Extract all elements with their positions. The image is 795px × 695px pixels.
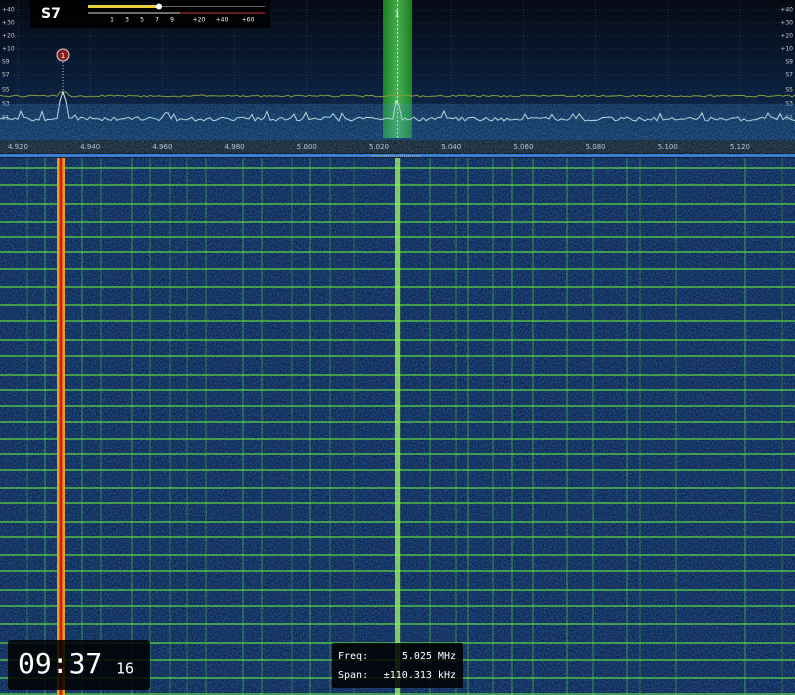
level-label: S5 bbox=[2, 87, 10, 94]
divider bbox=[0, 154, 795, 157]
level-label: +40 bbox=[2, 7, 15, 14]
average-trace bbox=[0, 91, 795, 98]
level-label: S1 bbox=[2, 115, 10, 122]
level-label-right: S9 bbox=[785, 59, 793, 66]
meter-scale-label: 7 bbox=[155, 17, 159, 24]
level-label-right: +40 bbox=[780, 7, 793, 14]
level-label: +20 bbox=[2, 33, 15, 40]
level-label-right: S7 bbox=[785, 72, 793, 79]
freq-label: 4.960 bbox=[152, 143, 172, 151]
tuned-carrier bbox=[395, 158, 400, 695]
meter-scale-label: 1 bbox=[110, 17, 114, 24]
freq-axis-bg bbox=[0, 140, 795, 153]
freq-label: 4.940 bbox=[80, 143, 100, 151]
strong-carrier-core bbox=[59, 158, 63, 695]
freq-label: 5.060 bbox=[513, 143, 533, 151]
level-label: +30 bbox=[2, 20, 15, 27]
spectrum-grid: +40 +40 +30 +30 +20 +20 +10 +10 S9 S9 S7 S7 S5 S5 S3 S3… bbox=[2, 0, 793, 138]
freq-label: 4.980 bbox=[225, 143, 245, 151]
freq-label: 5.100 bbox=[658, 143, 678, 151]
meter-scale-label: 5 bbox=[140, 17, 144, 24]
level-label: S9 bbox=[2, 59, 10, 66]
peak-marker-circle[interactable] bbox=[56, 48, 70, 62]
meter-scale-label: 3 bbox=[125, 17, 129, 24]
level-label-right: +10 bbox=[780, 46, 793, 53]
meter-needle bbox=[156, 3, 162, 10]
freq-label: 5.040 bbox=[441, 143, 461, 151]
meter-scale-label: +40 bbox=[216, 17, 229, 24]
freq-label: 5.000 bbox=[297, 143, 317, 151]
freq-label: Freq: bbox=[338, 651, 368, 662]
clock-seconds: 16 bbox=[116, 660, 134, 678]
freq-label: 5.020 bbox=[369, 143, 389, 151]
meter-panel bbox=[30, 0, 270, 28]
span-value: ±110.313 kHz bbox=[384, 670, 456, 681]
freq-label: 4.920 bbox=[8, 143, 28, 151]
level-label: +10 bbox=[2, 46, 15, 53]
info-panel bbox=[332, 643, 463, 688]
level-label-right: S3 bbox=[785, 101, 793, 108]
clock-panel bbox=[8, 640, 150, 690]
level-label-right: S5 bbox=[785, 87, 793, 94]
clock-time: 09:37 bbox=[18, 647, 102, 680]
channel-marker[interactable]: 1 bbox=[394, 10, 399, 19]
meter-bar bbox=[88, 5, 158, 8]
meter-scale-label: +20 bbox=[193, 17, 206, 24]
level-label: S3 bbox=[2, 101, 10, 108]
freq-value: 5.025 MHz bbox=[402, 651, 456, 662]
level-label: S7 bbox=[2, 72, 10, 79]
meter-scale-label: +60 bbox=[242, 17, 255, 24]
peak-marker[interactable]: 1 bbox=[61, 52, 65, 60]
spectrum-trace bbox=[0, 90, 795, 122]
freq-label: 5.080 bbox=[586, 143, 606, 151]
span-label: Span: bbox=[338, 670, 368, 681]
meter-scale-label: 9 bbox=[170, 17, 174, 24]
level-label-right: +20 bbox=[780, 33, 793, 40]
s-reading: S7 bbox=[41, 6, 61, 22]
freq-label: 5.120 bbox=[730, 143, 750, 151]
level-label-right: +30 bbox=[780, 20, 793, 27]
